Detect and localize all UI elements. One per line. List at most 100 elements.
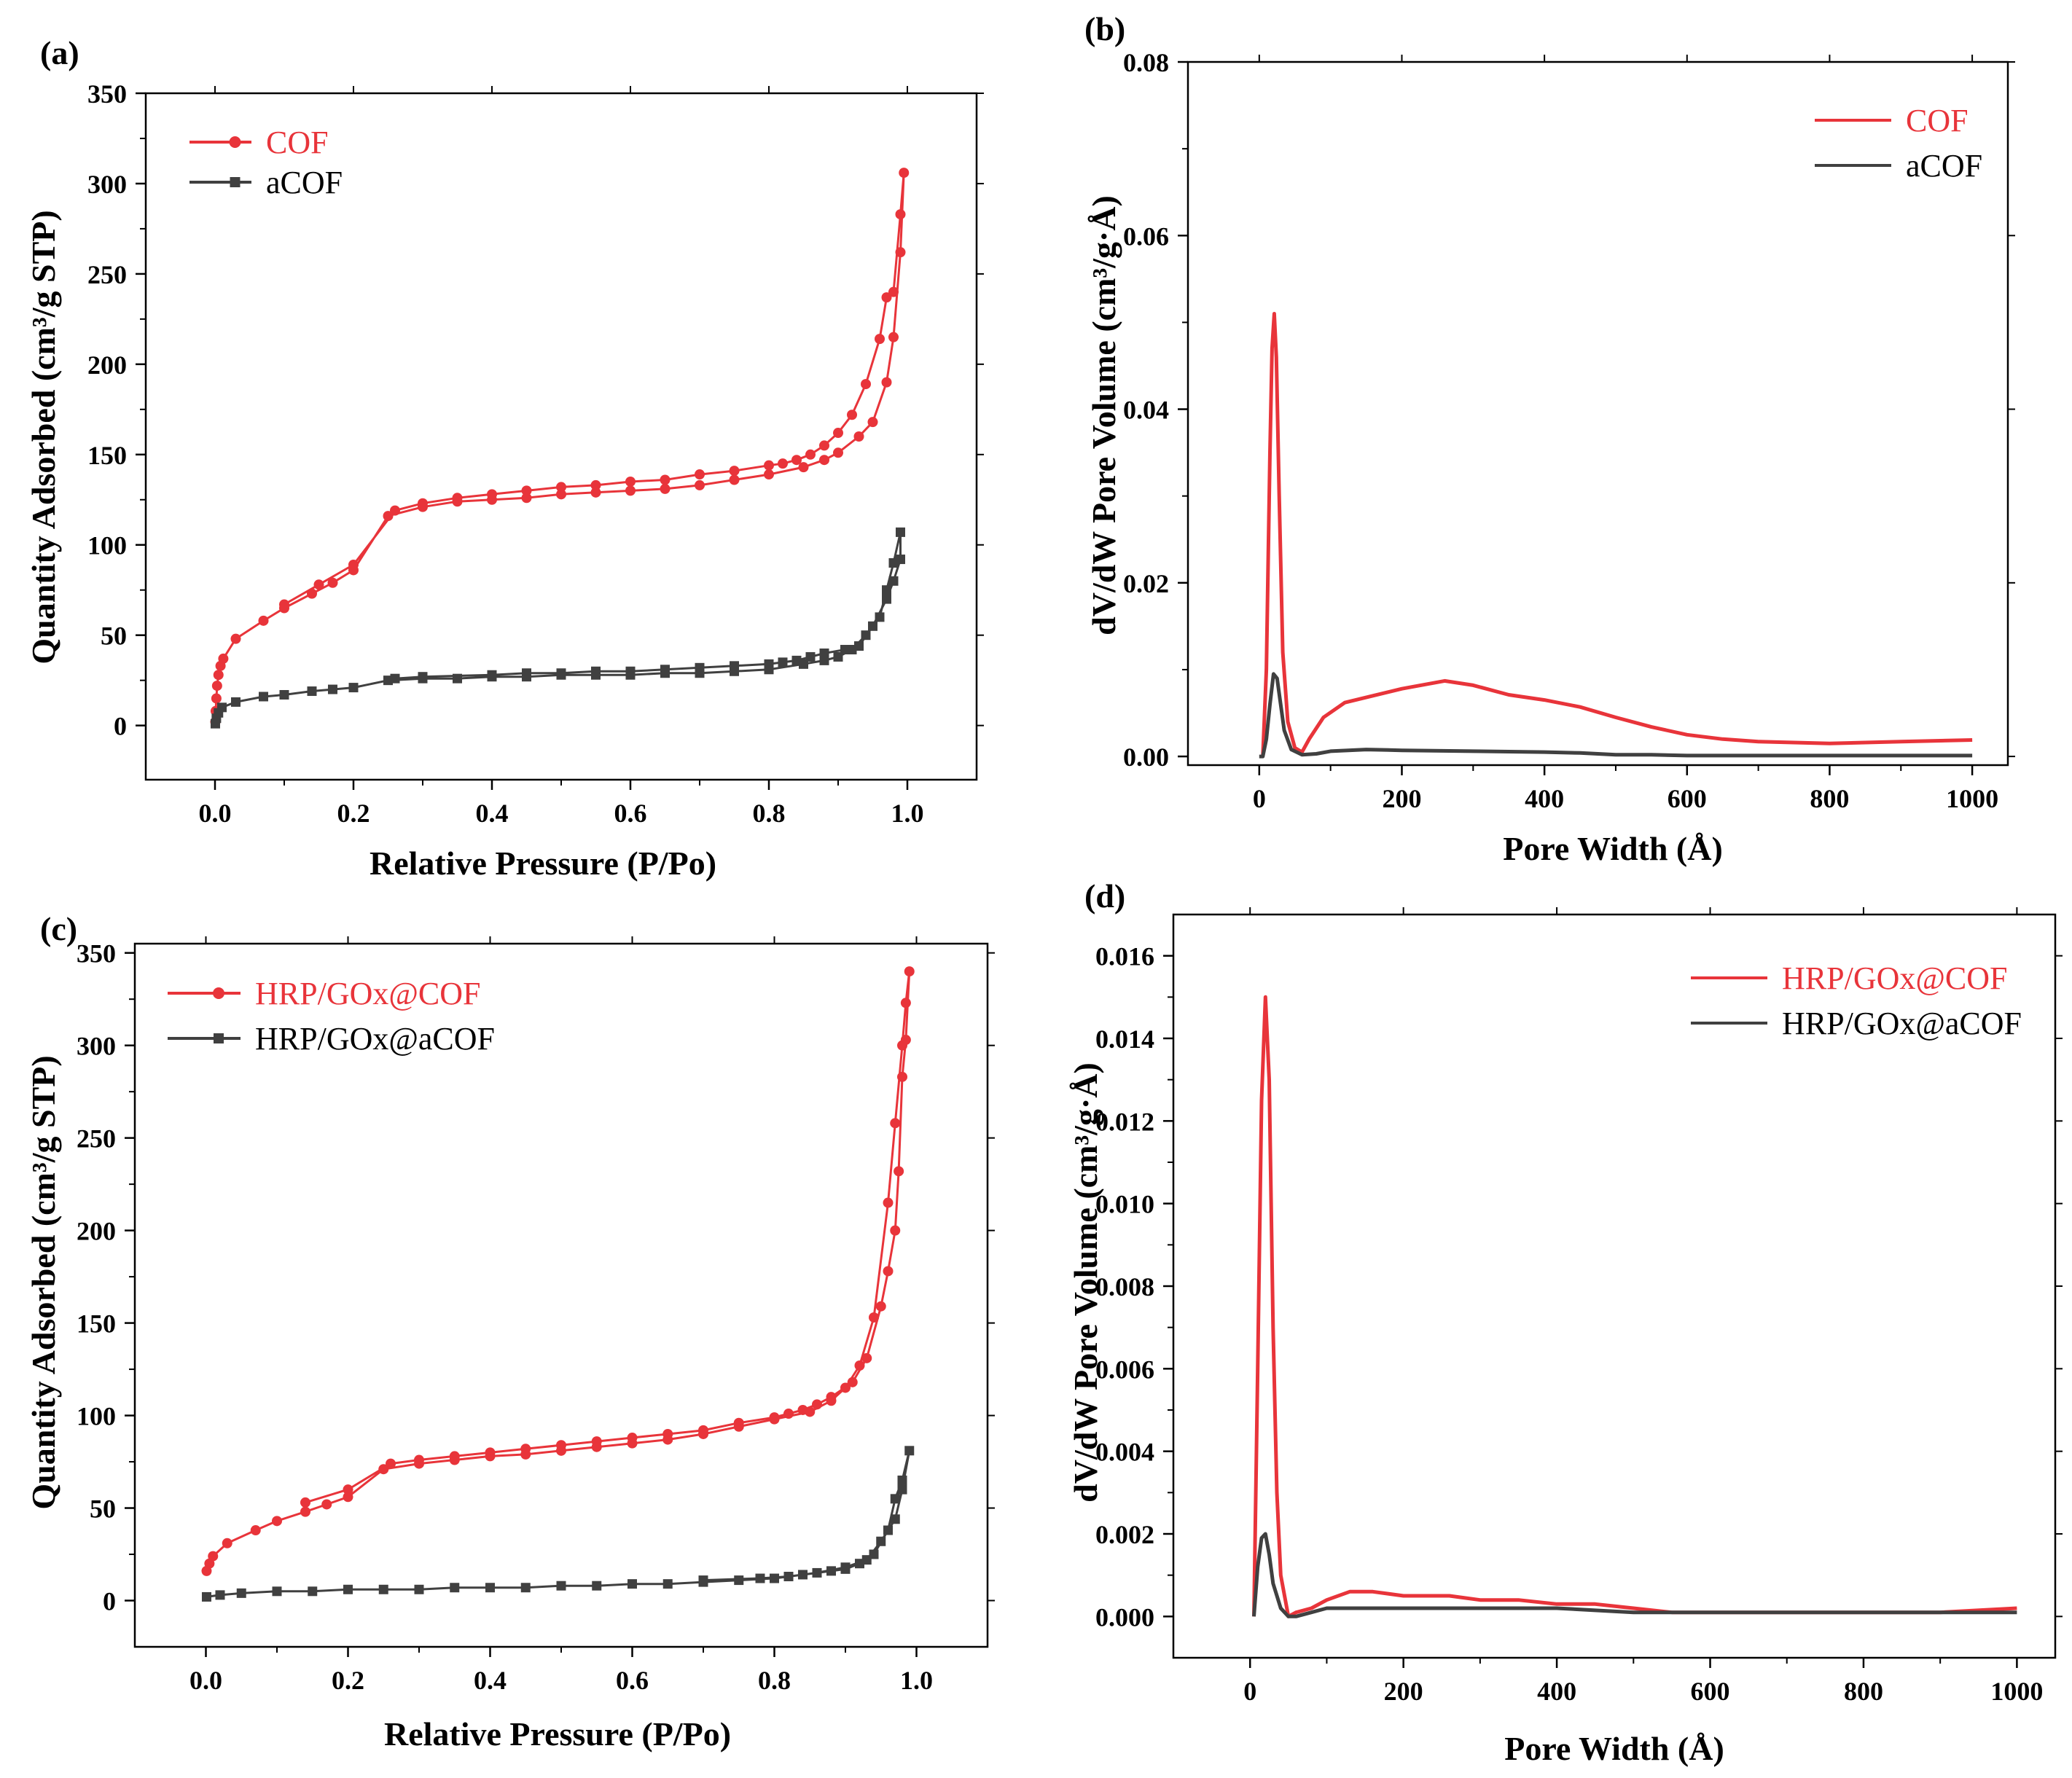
legend-marker: [230, 177, 241, 187]
data-point: [783, 1572, 794, 1581]
y-tick-label: 0.000: [1095, 1602, 1154, 1632]
panel-a-series: [210, 168, 910, 729]
x-tick-label: 0.8: [758, 1666, 791, 1695]
data-point: [695, 469, 705, 480]
data-point: [213, 670, 224, 681]
data-point: [883, 1525, 893, 1535]
data-point: [418, 672, 428, 682]
panel-b-y-axis-title: dV/dW Pore Volume (cm³/g·Å): [1085, 195, 1122, 635]
legend-label: HRP/GOx@aCOF: [255, 1021, 495, 1057]
y-tick-label: 0.010: [1095, 1190, 1154, 1219]
data-point: [876, 1536, 886, 1546]
data-point: [881, 377, 892, 388]
data-point: [894, 1166, 904, 1177]
data-point: [897, 1475, 907, 1485]
data-point: [900, 1035, 911, 1046]
legend-label: HRP/GOx@COF: [1782, 960, 2007, 996]
series-line-HRP/GOx@aCOF: [1252, 1532, 2017, 1618]
panel-d-series: [1252, 995, 2017, 1618]
series-line-aCOF: [1259, 672, 1973, 759]
data-point: [307, 588, 317, 599]
data-point: [791, 655, 802, 665]
x-tick-label: 0.8: [753, 799, 786, 828]
y-tick-label: 200: [77, 1217, 116, 1246]
data-point: [778, 657, 788, 667]
data-point: [819, 455, 829, 466]
panel-b-series: [1259, 312, 1973, 759]
data-point: [890, 1514, 900, 1524]
x-tick-label: 0.4: [474, 1666, 507, 1695]
data-point: [211, 681, 222, 692]
data-point: [485, 1447, 496, 1458]
x-tick-label: 400: [1525, 784, 1564, 813]
data-point: [833, 651, 843, 662]
y-tick-label: 0.006: [1095, 1355, 1154, 1384]
data-point: [662, 1579, 673, 1589]
data-point: [861, 379, 871, 390]
x-tick-label: 0.6: [614, 799, 647, 828]
data-point: [888, 286, 899, 297]
data-point: [215, 1590, 225, 1600]
data-point: [222, 1538, 232, 1548]
y-tick-label: 50: [90, 1495, 116, 1524]
x-tick-label: 0.2: [332, 1666, 364, 1695]
data-point: [770, 1573, 779, 1583]
series-line-COF: [1261, 312, 1973, 757]
panel-d-label: (d): [1084, 877, 1125, 915]
data-point: [211, 693, 222, 704]
y-tick-label: 0: [103, 1587, 116, 1616]
data-point: [343, 1484, 353, 1495]
data-point: [868, 621, 877, 631]
data-point: [861, 630, 871, 641]
data-point: [383, 511, 394, 522]
data-point: [308, 1586, 318, 1597]
data-point: [890, 1494, 900, 1504]
data-point: [904, 966, 915, 977]
data-point: [853, 431, 864, 442]
y-tick-label: 0.012: [1095, 1107, 1154, 1136]
data-point: [625, 666, 636, 676]
data-point: [390, 673, 400, 684]
y-tick-label: 100: [87, 531, 127, 560]
data-point: [797, 1404, 808, 1415]
y-tick-label: 0.08: [1123, 48, 1169, 77]
panel-d-legend: HRP/GOx@COF HRP/GOx@aCOF: [1691, 960, 2022, 1041]
data-point: [250, 1525, 261, 1536]
data-point: [847, 1376, 858, 1387]
data-point: [812, 1567, 822, 1578]
data-point: [791, 455, 802, 466]
data-point: [520, 1583, 531, 1593]
data-point: [897, 1484, 907, 1495]
data-point: [591, 666, 601, 676]
data-point: [201, 1591, 211, 1602]
y-tick-label: 0.00: [1123, 743, 1169, 772]
data-point: [556, 489, 566, 500]
panel-c-x-axis-title: Relative Pressure (P/Po): [384, 1715, 731, 1752]
data-point: [729, 466, 740, 477]
data-point: [522, 668, 531, 678]
data-point: [378, 1584, 388, 1594]
data-point: [556, 1581, 566, 1591]
data-point: [882, 594, 891, 604]
data-point: [861, 1352, 872, 1363]
x-tick-label: 1000: [1990, 1677, 2043, 1706]
data-point: [888, 576, 899, 586]
data-point: [764, 469, 774, 480]
data-point: [625, 485, 636, 496]
data-point: [660, 483, 671, 494]
data-point: [733, 1417, 744, 1428]
y-tick-label: 100: [77, 1402, 116, 1431]
data-point: [840, 1562, 851, 1573]
data-point: [485, 1583, 495, 1593]
panel-a-ticks: 0.0 0.2 0.4 0.6 0.8 1.0 0 50 100 150 200 250 300 350: [87, 79, 984, 828]
data-point: [378, 1464, 389, 1475]
data-point: [279, 599, 289, 610]
data-point: [590, 487, 601, 498]
y-tick-label: 50: [101, 622, 127, 651]
data-point: [819, 655, 829, 665]
y-tick-label: 150: [77, 1309, 116, 1339]
data-point: [896, 555, 905, 565]
data-point: [348, 560, 359, 571]
series-line-HRP/GOx@COF: [206, 970, 911, 1572]
data-point: [695, 662, 705, 673]
